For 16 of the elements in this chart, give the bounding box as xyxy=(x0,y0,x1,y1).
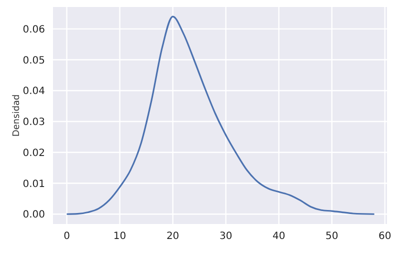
y-axis-title: Densidad xyxy=(12,94,22,137)
x-tick-label: 60 xyxy=(378,231,392,242)
x-tick-label: 10 xyxy=(113,231,126,242)
x-tick-label: 40 xyxy=(272,231,286,242)
line-series xyxy=(66,16,376,215)
y-tick-label: 0.03 xyxy=(22,117,45,128)
y-tick-label: 0.00 xyxy=(22,210,45,221)
x-tick-label: 0 xyxy=(64,231,70,242)
y-tick-label: 0.06 xyxy=(22,24,45,36)
x-tick-label: 20 xyxy=(166,231,180,242)
x-tick-label: 50 xyxy=(325,231,338,242)
y-tick-label: 0.02 xyxy=(22,148,45,159)
y-tick-label: 0.04 xyxy=(22,86,45,98)
y-tick-label: 0.01 xyxy=(22,178,45,190)
x-tick-label: 30 xyxy=(219,231,232,242)
y-tick-label: 0.05 xyxy=(22,55,45,66)
